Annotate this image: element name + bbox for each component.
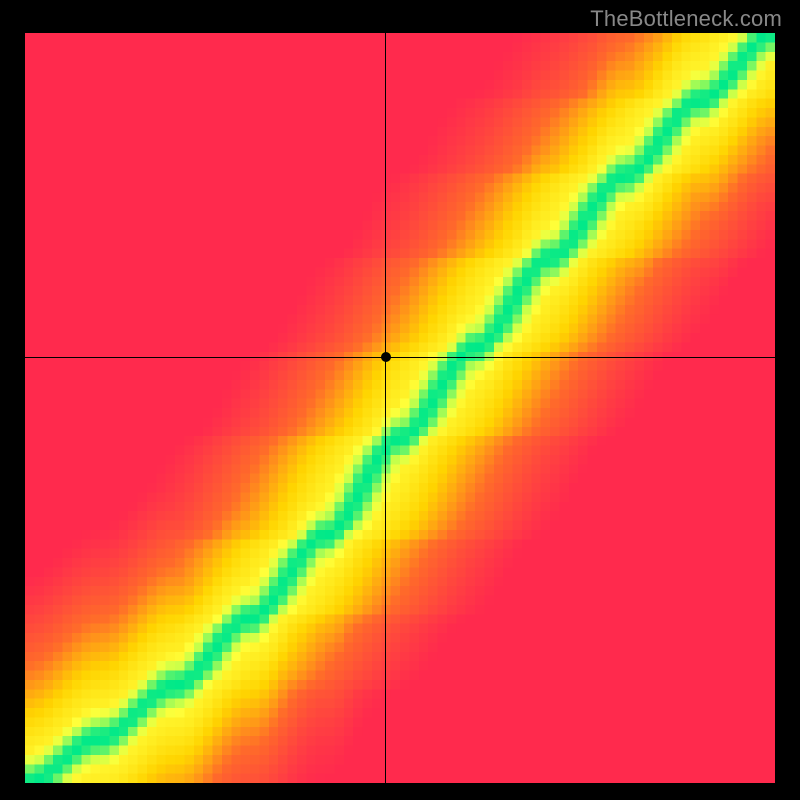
watermark-text: TheBottleneck.com — [590, 6, 782, 32]
crosshair-horizontal — [25, 357, 775, 358]
crosshair-vertical — [385, 33, 386, 783]
crosshair-marker — [381, 352, 391, 362]
bottleneck-heatmap — [25, 33, 775, 783]
